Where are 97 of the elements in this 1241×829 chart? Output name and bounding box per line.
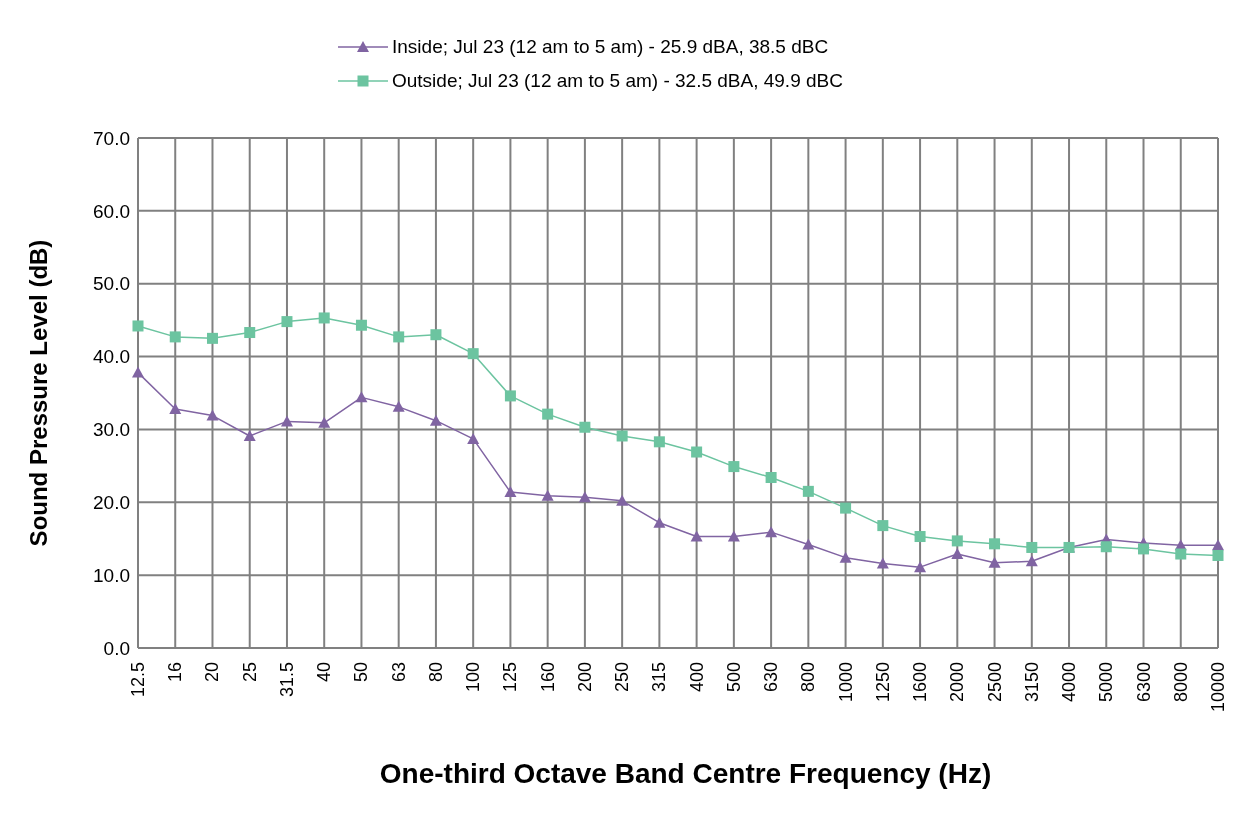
x-tick-label: 25 (239, 662, 260, 683)
x-tick-label: 2500 (984, 662, 1005, 703)
x-tick-label: 12.5 (128, 662, 148, 698)
point (467, 432, 480, 444)
point (951, 535, 963, 547)
legend-label: Inside; Jul 23 (12 am to 5 am) - 25.9 dBA, 38.5 dBC (392, 36, 829, 58)
x-tick-label: 20 (202, 662, 223, 683)
y-tick-label: 60.0 (93, 200, 130, 222)
x-tick-label: 2000 (947, 662, 968, 703)
point (355, 319, 367, 331)
point (951, 548, 964, 560)
point (504, 486, 517, 498)
x-tick-label: 250 (612, 662, 633, 693)
y-tick-label: 40.0 (93, 346, 130, 368)
y-tick-label: 10.0 (93, 564, 130, 586)
point (1025, 555, 1038, 567)
x-tick-label: 1250 (872, 662, 893, 703)
legend-label: Outside; Jul 23 (12 am to 5 am) - 32.5 dBA, 49.9 dBC (392, 70, 843, 92)
point (132, 320, 144, 332)
point (429, 414, 442, 426)
point (132, 366, 144, 378)
x-tick-label: 50 (351, 662, 372, 683)
point (169, 331, 181, 343)
point (765, 526, 778, 538)
point (1212, 549, 1224, 561)
x-tick-label: 6300 (1133, 662, 1154, 703)
point (542, 408, 554, 420)
y-tick-label: 0.0 (103, 637, 130, 659)
x-tick-label: 40 (314, 662, 335, 683)
x-tick-label: 8000 (1170, 662, 1191, 703)
point (988, 556, 1001, 568)
point (1026, 541, 1038, 553)
y-tick-label: 20.0 (93, 492, 130, 514)
y-tick-label: 70.0 (93, 127, 130, 149)
x-tick-label: 31.5 (276, 662, 297, 698)
point (727, 530, 740, 542)
point (206, 332, 218, 344)
x-tick-label: 1000 (835, 662, 856, 703)
x-tick-label: 100 (463, 662, 484, 693)
point (765, 472, 777, 484)
point (169, 403, 182, 415)
x-tick-label: 63 (388, 662, 409, 683)
point (802, 485, 814, 497)
point (579, 421, 591, 433)
point (392, 400, 405, 412)
point (914, 531, 926, 543)
point (653, 436, 665, 448)
x-tick-label: 630 (761, 662, 782, 693)
x-tick-label: 10000 (1208, 662, 1228, 713)
point (616, 494, 629, 506)
point (839, 551, 852, 563)
point (1212, 539, 1224, 551)
point (876, 557, 889, 569)
point (206, 409, 219, 421)
point (467, 348, 479, 360)
point (1175, 548, 1187, 560)
point (280, 415, 293, 427)
point (243, 429, 256, 441)
y-axis-title: Sound Pressure Level (dB) (24, 239, 52, 547)
x-tick-label: 315 (649, 662, 670, 693)
point (989, 538, 1001, 550)
point (318, 416, 331, 428)
point (430, 329, 442, 341)
x-tick-label: 3150 (1021, 662, 1042, 703)
y-tick-label: 30.0 (93, 419, 130, 441)
x-tick-label: 500 (723, 662, 744, 693)
point (393, 331, 405, 343)
x-tick-label: 1600 (910, 662, 931, 703)
point (1138, 543, 1150, 555)
point (616, 430, 628, 442)
point (578, 491, 591, 503)
point (281, 316, 293, 328)
x-axis-title: One-third Octave Band Centre Frequency (Hz) (378, 758, 993, 790)
y-tick-label: 50.0 (93, 273, 130, 295)
x-tick-label: 800 (798, 662, 819, 693)
x-tick-label: 125 (500, 662, 521, 693)
x-tick-label: 5000 (1096, 662, 1117, 703)
point (877, 520, 889, 532)
point (840, 502, 852, 514)
x-tick-label: 160 (537, 662, 558, 693)
x-tick-label: 200 (574, 662, 595, 693)
point (691, 446, 703, 458)
point (914, 561, 927, 573)
point (541, 489, 554, 501)
x-tick-label: 80 (425, 662, 446, 683)
point (690, 530, 703, 542)
point (355, 391, 368, 403)
x-tick-label: 16 (165, 662, 186, 683)
point (653, 516, 666, 528)
point (1100, 541, 1112, 553)
point (728, 461, 740, 473)
point (244, 327, 256, 339)
x-tick-label: 4000 (1059, 662, 1080, 703)
point (802, 538, 815, 550)
point (318, 312, 330, 324)
point (504, 390, 516, 402)
x-tick-label: 400 (686, 662, 707, 693)
